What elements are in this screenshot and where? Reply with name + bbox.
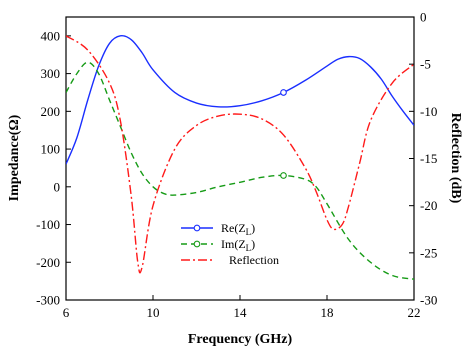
y-right-tick-label: -30 <box>420 293 437 308</box>
ticks-layer: 6 10 14 18 22-300-200-1000100200300400-30-25… <box>36 10 437 321</box>
y-left-tick-label: -200 <box>36 255 60 270</box>
x-axis-title: Frequency (GHz) <box>188 332 293 347</box>
x-tick-label: 10 <box>147 305 160 320</box>
series-layer <box>66 35 414 280</box>
chart-legend: Re(ZL)Im(ZL)Reflection <box>181 221 279 267</box>
y-right-tick-label: -5 <box>420 57 431 72</box>
y-right-tick-label: -25 <box>420 245 437 260</box>
legend-label-0: Re(ZL) <box>221 221 255 237</box>
series-marker-1 <box>280 172 287 179</box>
y-right-tick-label: -15 <box>420 151 437 166</box>
y-left-tick-label: 200 <box>41 104 61 119</box>
series-line-0 <box>66 35 414 165</box>
y-right-axis-title: Reflection (dB) <box>448 113 463 204</box>
legend-marker-1 <box>193 240 201 248</box>
series-line-1 <box>66 61 414 280</box>
x-tick-label: 14 <box>234 305 248 320</box>
y-left-tick-label: 100 <box>41 142 61 157</box>
x-tick-label: 6 <box>63 305 70 320</box>
legend-label-1: Im(ZL) <box>221 237 255 253</box>
x-tick-label: 18 <box>321 305 334 320</box>
y-left-tick-label: 400 <box>41 28 61 43</box>
legend-label-2: Reflection <box>229 253 279 267</box>
legend-marker-0 <box>193 224 201 232</box>
y-right-tick-label: -10 <box>420 104 437 119</box>
x-tick-label: 22 <box>408 305 421 320</box>
markers-layer <box>280 89 287 179</box>
y-right-tick-label: 0 <box>420 10 427 25</box>
y-left-tick-label: 300 <box>41 66 61 81</box>
y-left-tick-label: -300 <box>36 293 60 308</box>
y-left-tick-label: 0 <box>54 179 61 194</box>
y-left-axis-title: Impedance(Ω) <box>7 114 22 201</box>
series-marker-0 <box>280 89 287 96</box>
y-left-tick-label: -100 <box>36 217 60 232</box>
y-right-tick-label: -20 <box>420 198 437 213</box>
